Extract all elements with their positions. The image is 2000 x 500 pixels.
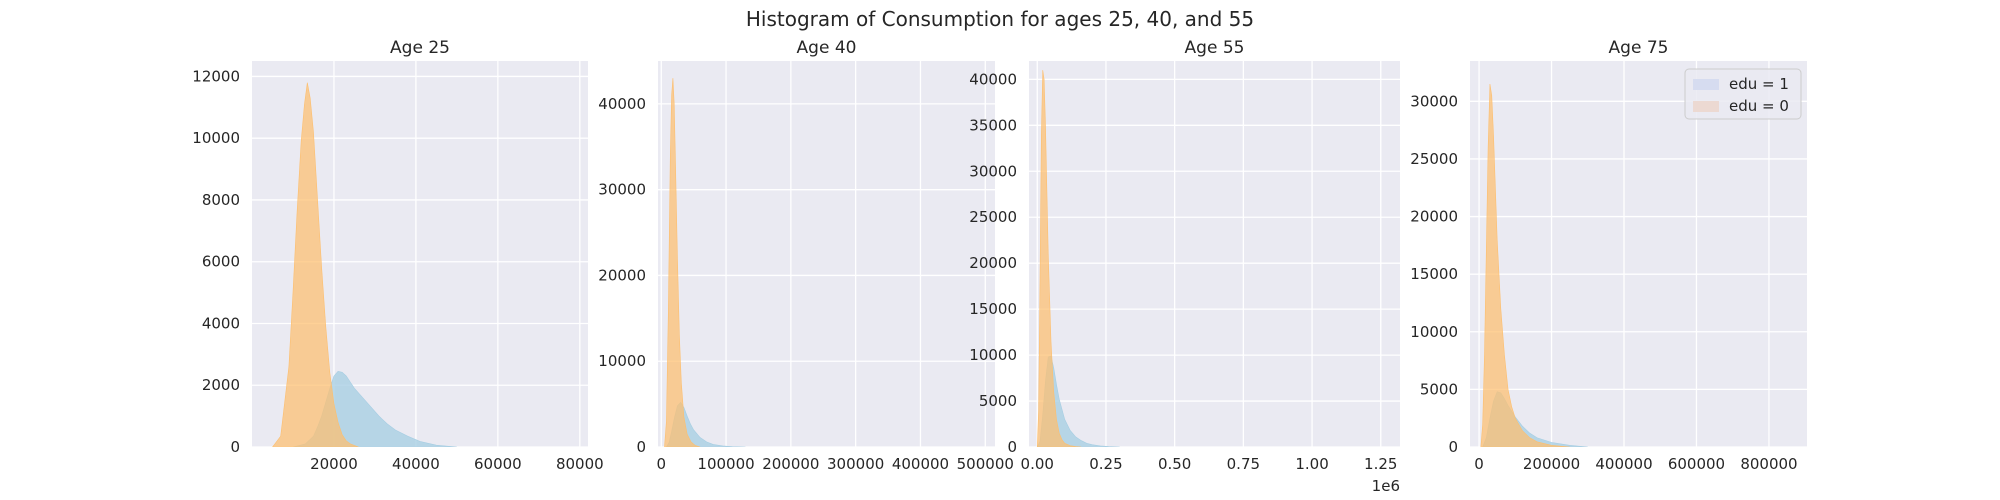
x-tick-label: 60000 bbox=[474, 455, 522, 473]
plot-background bbox=[658, 61, 995, 447]
panel-4: Age 75 0 200000 400000 600000 800000 0 5000 1000… bbox=[1410, 38, 1807, 473]
x-tick-label: 0 bbox=[1474, 455, 1484, 473]
y-tick-label: 40000 bbox=[598, 95, 646, 113]
y-tick-label: 0 bbox=[1007, 438, 1017, 456]
y-tick-label: 2000 bbox=[202, 376, 240, 394]
y-tick-label: 12000 bbox=[192, 67, 240, 85]
y-tick-label: 10000 bbox=[192, 129, 240, 147]
x-tick-label: 80000 bbox=[556, 455, 604, 473]
panel-title: Age 75 bbox=[1609, 38, 1669, 58]
x-tick-label: 0.00 bbox=[1021, 455, 1054, 473]
x-tick-label: 1.00 bbox=[1295, 455, 1328, 473]
y-tick-label: 5000 bbox=[1420, 380, 1458, 398]
y-tick-label: 20000 bbox=[969, 254, 1017, 272]
panel-1: Age 25 20000 40000 60000 80000 0 2000 4000 6000 8… bbox=[192, 38, 603, 473]
x-tick-label: 1.25 bbox=[1364, 455, 1397, 473]
panel-2: Age 400 100000 200000 300000 400000 500000010… bbox=[598, 38, 1014, 473]
x-tick-label: 800000 bbox=[1740, 455, 1797, 473]
x-tick-label: 20000 bbox=[310, 455, 358, 473]
y-tick-label: 30000 bbox=[598, 181, 646, 199]
series-area-edu0 bbox=[272, 82, 359, 447]
series-area-edu0 bbox=[664, 78, 701, 447]
y-tick-label: 25000 bbox=[969, 208, 1017, 226]
y-tick-label: 10000 bbox=[1410, 323, 1458, 341]
y-tick-label: 25000 bbox=[1410, 150, 1458, 168]
legend-swatch-edu1 bbox=[1693, 79, 1719, 90]
y-tick-label: 0 bbox=[230, 438, 240, 456]
y-tick-label: 6000 bbox=[202, 253, 240, 271]
y-tick-label: 0 bbox=[636, 438, 646, 456]
series-area-edu0 bbox=[1480, 83, 1570, 447]
plot-background bbox=[1470, 61, 1807, 447]
y-tick-label: 40000 bbox=[969, 70, 1017, 88]
legend-swatch-edu0 bbox=[1693, 101, 1719, 112]
y-tick-label: 5000 bbox=[979, 392, 1017, 410]
y-tick-label: 10000 bbox=[969, 346, 1017, 364]
x-tick-label: 0.50 bbox=[1158, 455, 1191, 473]
legend-label: edu = 1 bbox=[1729, 75, 1789, 93]
x-tick-label: 0.75 bbox=[1227, 455, 1260, 473]
x-tick-label: 300000 bbox=[827, 455, 884, 473]
y-tick-label: 15000 bbox=[1410, 265, 1458, 283]
x-tick-label: 40000 bbox=[392, 455, 440, 473]
y-tick-label: 15000 bbox=[969, 300, 1017, 318]
x-tick-label: 0.25 bbox=[1089, 455, 1122, 473]
y-tick-label: 30000 bbox=[1410, 92, 1458, 110]
y-tick-label: 35000 bbox=[969, 116, 1017, 134]
legend-label: edu = 0 bbox=[1729, 97, 1789, 115]
x-offset-text: 1e6 bbox=[1372, 477, 1400, 495]
x-tick-label: 0 bbox=[656, 455, 666, 473]
x-tick-label: 100000 bbox=[697, 455, 754, 473]
panel-title: Age 55 bbox=[1185, 38, 1245, 58]
y-tick-label: 0 bbox=[1448, 438, 1458, 456]
x-tick-label: 400000 bbox=[1595, 455, 1652, 473]
panel-3: Age 55 0.00 0.25 0.50 0.75 1.00 1.25 0 5000 10000… bbox=[969, 38, 1400, 495]
y-tick-label: 4000 bbox=[202, 314, 240, 332]
x-tick-label: 200000 bbox=[762, 455, 819, 473]
plot-background bbox=[1029, 61, 1400, 447]
legend: edu = 1 edu = 0 bbox=[1684, 68, 1802, 120]
y-tick-label: 20000 bbox=[598, 266, 646, 284]
figure-title: Histogram of Consumption for ages 25, 40… bbox=[746, 7, 1254, 31]
x-tick-label: 600000 bbox=[1668, 455, 1725, 473]
x-tick-label: 200000 bbox=[1523, 455, 1580, 473]
panel-title: Age 40 bbox=[797, 38, 857, 58]
series-area-edu0 bbox=[1036, 70, 1082, 447]
x-tick-label: 500000 bbox=[957, 455, 1014, 473]
y-tick-label: 10000 bbox=[598, 352, 646, 370]
y-tick-label: 30000 bbox=[969, 162, 1017, 180]
y-tick-label: 20000 bbox=[1410, 208, 1458, 226]
x-tick-label: 400000 bbox=[892, 455, 949, 473]
y-tick-label: 8000 bbox=[202, 191, 240, 209]
panel-title: Age 25 bbox=[390, 38, 450, 58]
